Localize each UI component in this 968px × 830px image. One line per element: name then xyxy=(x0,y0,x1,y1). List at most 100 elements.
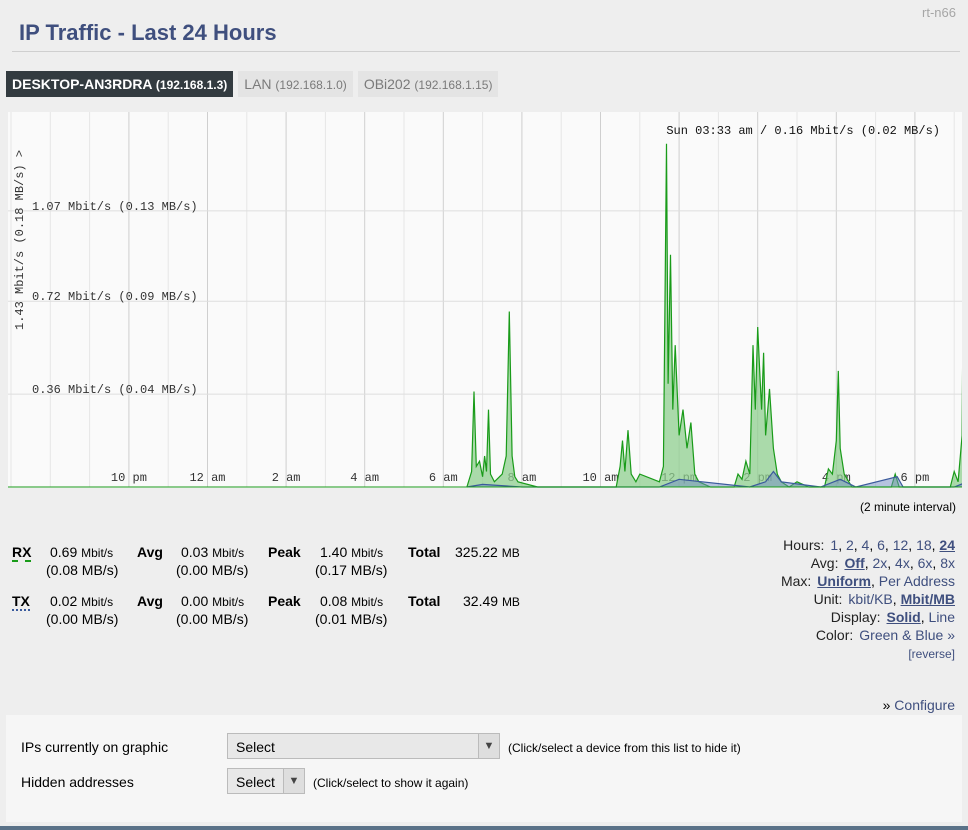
tab-ip: (192.168.1.0) xyxy=(275,78,347,92)
rx-peak-unit: Mbit/s xyxy=(351,546,384,560)
ips-label: IPs currently on graphic xyxy=(21,739,169,755)
tx-avg-mb: (0.00 MB/s) xyxy=(176,611,249,627)
ips-hint: (Click/select a device from this list to… xyxy=(508,741,741,755)
rx-line xyxy=(466,143,962,488)
graph-options: Hours: 1, 2, 4, 6, 12, 18, 24 Avg: Off, 2x… xyxy=(781,536,955,663)
rx-total-value: 325.22 xyxy=(455,544,498,560)
rx-avg-unit: Mbit/s xyxy=(212,546,245,560)
unit-option-kbit-kb[interactable]: kbit/KB xyxy=(848,591,893,607)
max-option-uniform[interactable]: Uniform xyxy=(817,573,871,589)
avg-option-8x[interactable]: 8x xyxy=(940,555,955,571)
rx-label: RX xyxy=(12,544,32,562)
bottom-bar xyxy=(0,826,968,830)
rx-peak: 1.40 Mbit/s xyxy=(320,544,383,560)
hidden-select[interactable]: Select ▼ xyxy=(227,768,305,794)
rx-total-label: Total xyxy=(408,544,441,560)
color-toggle-link[interactable]: Green & Blue » xyxy=(859,627,955,643)
hours-option-2[interactable]: 2 xyxy=(845,537,854,553)
x-axis-label: 6 pm xyxy=(900,471,929,485)
tx-avg-label: Avg xyxy=(137,593,163,609)
tab-name: DESKTOP-AN3RDRA xyxy=(12,76,153,92)
rx-rate-mb: (0.08 MB/s) xyxy=(46,562,119,578)
hours-option-18[interactable]: 18 xyxy=(916,537,932,553)
avg-option-off[interactable]: Off xyxy=(844,555,865,571)
x-axis-label: 10 am xyxy=(582,471,618,485)
tx-peak-unit: Mbit/s xyxy=(351,595,384,609)
x-axis-label: 6 am xyxy=(429,471,458,485)
tx-rate-value: 0.02 xyxy=(50,593,78,609)
avg-option-4x[interactable]: 4x xyxy=(895,555,910,571)
tx-total-value: 32.49 xyxy=(463,593,499,609)
tab-desktop-an3rdra[interactable]: DESKTOP-AN3RDRA (192.168.1.3) xyxy=(6,71,234,97)
y-axis-label: 0.72 Mbit/s (0.09 MB/s) xyxy=(32,290,198,304)
max-option-per-address[interactable]: Per Address xyxy=(878,573,955,589)
rx-avg-value: 0.03 xyxy=(181,544,209,560)
device-tabs: DESKTOP-AN3RDRA (192.168.1.3) LAN (192.1… xyxy=(6,71,499,97)
color-label: Color: xyxy=(815,627,854,643)
rx-peak-label: Peak xyxy=(268,544,301,560)
display-label: Display: xyxy=(830,609,881,625)
interval-note: (2 minute interval) xyxy=(859,500,956,514)
x-axis-label: 4 am xyxy=(350,471,379,485)
hidden-select-value: Select xyxy=(236,774,275,790)
hours-option-1[interactable]: 1 xyxy=(830,537,839,553)
rx-avg-label: Avg xyxy=(137,544,163,560)
unit-option-mbit-mb[interactable]: Mbit/MB xyxy=(900,591,955,607)
tab-name: LAN xyxy=(244,76,272,92)
tx-avg-value: 0.00 xyxy=(181,593,209,609)
avg-option-6x[interactable]: 6x xyxy=(917,555,933,571)
chevron-down-icon: ▼ xyxy=(478,734,499,758)
rx-peak-mb: (0.17 MB/s) xyxy=(315,562,388,578)
rx-avg: 0.03 Mbit/s xyxy=(181,544,244,560)
configure-link[interactable]: Configure xyxy=(894,697,955,713)
y-axis-label: 0.36 Mbit/s (0.04 MB/s) xyxy=(32,383,198,397)
rx-peak-value: 1.40 xyxy=(320,544,348,560)
hours-option-6[interactable]: 6 xyxy=(877,537,885,553)
hours-option-24[interactable]: 24 xyxy=(939,537,955,553)
display-option-solid[interactable]: Solid xyxy=(886,609,921,625)
address-panel: IPs currently on graphic Select ▼ (Click/… xyxy=(6,715,962,822)
color-option: Color: Green & Blue » xyxy=(781,626,955,644)
configure-arrow: » xyxy=(882,697,891,713)
page-title: IP Traffic - Last 24 Hours xyxy=(19,20,277,45)
rx-avg-mb: (0.00 MB/s) xyxy=(176,562,249,578)
avg-option-2x[interactable]: 2x xyxy=(872,555,888,571)
tx-peak-mb: (0.01 MB/s) xyxy=(315,611,388,627)
tx-rate-unit: Mbit/s xyxy=(81,595,114,609)
avg-option: Avg: Off, 2x, 4x, 6x, 8x xyxy=(810,555,955,571)
tab-obi202[interactable]: OBi202 (192.168.1.15) xyxy=(357,71,499,97)
hours-option-4[interactable]: 4 xyxy=(861,537,870,553)
tab-ip: (192.168.1.15) xyxy=(414,78,493,92)
display-option-line[interactable]: Line xyxy=(928,609,955,625)
tx-peak-value: 0.08 xyxy=(320,593,348,609)
rx-rate: 0.69 Mbit/s xyxy=(50,544,113,560)
rx-rate-unit: Mbit/s xyxy=(81,546,114,560)
y-max-label: 1.43 Mbit/s (0.18 MB/s) > xyxy=(13,150,27,330)
avg-label: Avg: xyxy=(810,555,839,571)
tx-peak-label: Peak xyxy=(268,593,301,609)
unit-label: Unit: xyxy=(813,591,843,607)
router-name: rt-n66 xyxy=(922,5,956,20)
tx-area xyxy=(466,471,962,487)
rx-total: 325.22 MB xyxy=(455,544,520,560)
rx-area xyxy=(466,143,962,487)
max-label: Max: xyxy=(780,573,812,589)
tab-ip: (192.168.1.3) xyxy=(155,78,228,92)
hidden-label: Hidden addresses xyxy=(21,774,134,790)
tx-label: TX xyxy=(12,593,30,611)
y-axis-label: 1.07 Mbit/s (0.13 MB/s) xyxy=(32,200,198,214)
ips-select[interactable]: Select ▼ xyxy=(227,733,500,759)
hours-option-12[interactable]: 12 xyxy=(892,537,909,553)
traffic-chart-svg: 1.07 Mbit/s (0.13 MB/s) 0.72 Mbit/s (0.09… xyxy=(8,112,962,488)
rx-rate-value: 0.69 xyxy=(50,544,78,560)
chevron-down-icon: ▼ xyxy=(283,769,304,793)
tab-lan[interactable]: LAN (192.168.1.0) xyxy=(238,71,353,97)
ips-select-value: Select xyxy=(236,739,275,755)
rx-total-unit: MB xyxy=(501,546,520,560)
reverse-link[interactable]: [reverse] xyxy=(908,647,955,661)
title-divider xyxy=(12,51,960,52)
tx-avg: 0.00 Mbit/s xyxy=(181,593,244,609)
configure: » Configure xyxy=(883,697,955,713)
traffic-graph[interactable]: 1.07 Mbit/s (0.13 MB/s) 0.72 Mbit/s (0.09… xyxy=(8,112,962,488)
hover-readout: Sun 03:33 am / 0.16 Mbit/s (0.02 MB/s) xyxy=(666,124,940,138)
